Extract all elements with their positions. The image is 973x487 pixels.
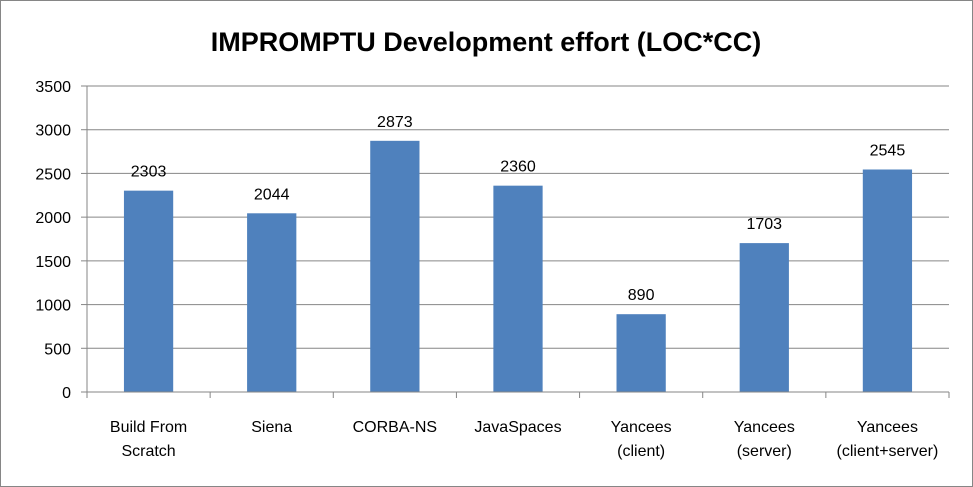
category-label: Siena: [251, 419, 292, 436]
data-label: 890: [628, 287, 655, 304]
data-label: 1703: [746, 216, 782, 233]
bar: [123, 190, 174, 392]
y-tick-label: 2000: [35, 210, 71, 227]
data-label: 2303: [131, 164, 167, 181]
axes: [81, 85, 950, 398]
category-label: Build From Scratch: [110, 419, 187, 460]
bar: [862, 169, 913, 392]
bar: [493, 185, 543, 392]
data-label: 2044: [254, 186, 290, 203]
y-tick-label: 2500: [35, 166, 71, 183]
bar: [247, 213, 297, 392]
data-label: 2360: [500, 159, 536, 176]
data-label: 2545: [870, 142, 906, 159]
bar: [370, 140, 420, 392]
category-label: Yancees (client): [611, 419, 672, 460]
data-label: 2873: [377, 114, 413, 131]
y-tick-label: 0: [62, 385, 71, 402]
bar: [739, 243, 789, 392]
y-tick-label: 1000: [35, 298, 71, 315]
bar: [616, 314, 666, 392]
chart-title: IMPROMPTU Development effort (LOC*CC): [211, 27, 762, 57]
y-tick-label: 3500: [35, 79, 71, 96]
y-tick-label: 3000: [35, 123, 71, 140]
category-label: JavaSpaces: [474, 419, 561, 436]
labels: 0 500 1000 1500 2000 2500 3000 3500 2303 Build Fr…: [35, 79, 938, 460]
y-tick-label: 500: [44, 341, 71, 358]
category-label: Yancees (client+server): [837, 419, 939, 460]
y-tick-label: 1500: [35, 254, 71, 271]
category-label: CORBA-NS: [353, 419, 437, 436]
category-label: Yancees (server): [734, 419, 795, 460]
bars: [123, 140, 913, 392]
